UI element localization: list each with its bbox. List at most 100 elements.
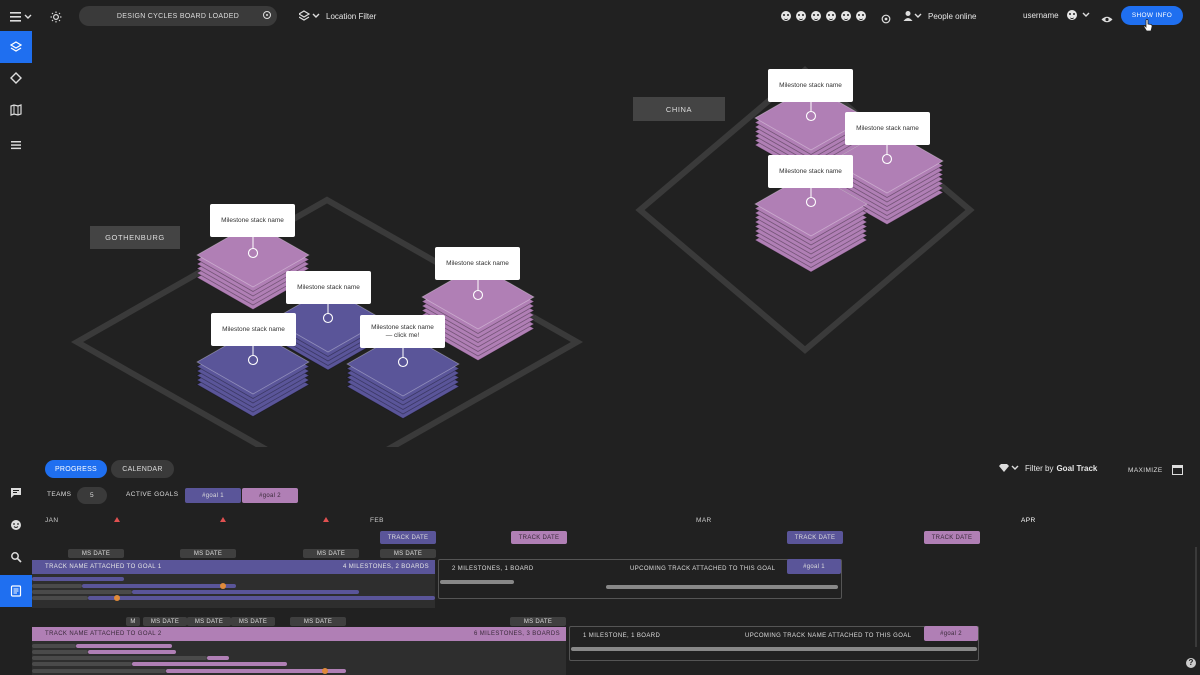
progress-bar[interactable] <box>32 669 166 673</box>
maximize-button[interactable]: MAXIMIZE <box>1128 465 1183 475</box>
menu-button[interactable] <box>10 10 34 22</box>
ms-date-tag[interactable]: MS DATE <box>380 549 436 558</box>
progress-bar[interactable] <box>32 662 132 666</box>
tab-progress[interactable]: PROGRESS <box>45 460 107 478</box>
progress-bar[interactable] <box>88 596 435 600</box>
stack-anchor-circle[interactable] <box>805 110 817 122</box>
scrollbar[interactable] <box>1195 547 1197 647</box>
ms-date-tag[interactable]: MS DATE <box>68 549 124 558</box>
rail-chat-button[interactable] <box>0 477 32 509</box>
goal-track-filter[interactable]: Filter by Goal Track <box>998 463 1097 473</box>
track-date-tag[interactable]: TRACK DATE <box>380 531 436 544</box>
warning-icon[interactable] <box>114 517 120 522</box>
rail-layers-button[interactable] <box>0 31 32 63</box>
stack-anchor-circle[interactable] <box>472 289 484 301</box>
milestone-stack-label[interactable]: Milestone stack name <box>768 155 853 188</box>
user-menu[interactable]: username <box>1023 10 1090 20</box>
milestone-stack-label[interactable]: Milestone stack name <box>768 69 853 102</box>
help-icon[interactable]: ? <box>1186 658 1196 668</box>
people-online-button[interactable]: People online <box>903 10 976 22</box>
progress-bar[interactable] <box>32 656 207 660</box>
track-date-tag[interactable]: TRACK DATE <box>924 531 980 544</box>
milestone-stack-label[interactable]: Milestone stack name <box>435 247 520 280</box>
warning-icon[interactable] <box>220 517 226 522</box>
upcoming-bar[interactable] <box>571 647 977 651</box>
progress-bar[interactable] <box>32 590 132 594</box>
rail-search-button[interactable] <box>0 541 32 573</box>
show-info-button[interactable]: SHOW INFO <box>1121 6 1183 25</box>
track-date-tag[interactable]: TRACK DATE <box>511 531 567 544</box>
goal-tag-1[interactable]: #goal 1 <box>787 559 841 574</box>
ms-date-tag[interactable]: MS DATE <box>231 617 275 626</box>
progress-bar[interactable] <box>166 669 346 673</box>
track-date-tag[interactable]: TRACK DATE <box>787 531 843 544</box>
stack-anchor-circle[interactable] <box>247 354 259 366</box>
ms-date-tag[interactable]: MS DATE <box>290 617 346 626</box>
brightness-icon[interactable] <box>50 10 62 28</box>
milestone-dot[interactable] <box>114 595 120 601</box>
milestone-stack-label[interactable]: Milestone stack name <box>211 313 296 346</box>
teams-count-badge[interactable]: 5 <box>77 487 107 504</box>
stack-anchor-circle[interactable] <box>805 196 817 208</box>
user-face-icon[interactable] <box>856 11 866 21</box>
milestone-dot[interactable] <box>322 668 328 674</box>
rail-face-button[interactable] <box>0 509 32 541</box>
user-face-icon[interactable] <box>811 11 821 21</box>
upcoming-track-goal-2[interactable]: 1 MILESTONE, 1 BOARD UPCOMING TRACK NAME… <box>569 626 979 661</box>
stack-anchor-circle[interactable] <box>397 356 409 368</box>
ms-date-tag[interactable]: MS DATE <box>187 617 231 626</box>
rail-document-button[interactable] <box>0 575 32 607</box>
progress-bar[interactable] <box>32 596 88 600</box>
warning-icon[interactable] <box>323 517 329 522</box>
track-row-goal-1[interactable]: TRACK NAME ATTACHED TO GOAL 1 4 MILESTON… <box>32 560 435 574</box>
upcoming-track-goal-1[interactable]: 2 MILESTONES, 1 BOARD UPCOMING TRACK ATT… <box>438 559 842 599</box>
city-label-china[interactable]: CHINA <box>633 97 725 121</box>
ms-date-tag[interactable]: MS DATE <box>180 549 236 558</box>
progress-bar[interactable] <box>132 590 359 594</box>
stack-anchor-circle[interactable] <box>881 153 893 165</box>
location-filter-button[interactable]: Location Filter <box>299 10 376 22</box>
milestone-stack[interactable] <box>196 329 310 417</box>
goal-chip-1[interactable]: #goal 1 <box>185 488 241 503</box>
progress-bar[interactable] <box>76 644 172 648</box>
progress-bar[interactable] <box>82 584 236 588</box>
stack-anchor-circle[interactable] <box>322 312 334 324</box>
ms-date-tag[interactable]: MS DATE <box>510 617 566 626</box>
user-face-icon[interactable] <box>796 11 806 21</box>
close-status-icon[interactable] <box>263 11 271 19</box>
target-icon[interactable] <box>881 11 891 29</box>
milestone-stack[interactable] <box>271 287 385 371</box>
progress-bar[interactable] <box>207 656 229 660</box>
progress-bar[interactable] <box>32 577 124 581</box>
user-face-icon[interactable] <box>841 11 851 21</box>
milestone-stack[interactable] <box>196 222 310 310</box>
goal-tag-2[interactable]: #goal 2 <box>924 626 978 641</box>
user-face-icon[interactable] <box>781 11 791 21</box>
milestone-map[interactable]: GOTHENBURG CHINA Milestone stack name Mi… <box>32 32 1200 447</box>
track-row-goal-2[interactable]: TRACK NAME ATTACHED TO GOAL 2 6 MILESTON… <box>32 627 566 641</box>
milestone-stack[interactable] <box>346 331 460 419</box>
progress-bar[interactable] <box>32 584 82 588</box>
eye-icon[interactable] <box>1101 11 1113 29</box>
milestone-stack[interactable] <box>421 264 535 361</box>
progress-bar[interactable] <box>32 644 76 648</box>
milestone-stack[interactable] <box>754 171 868 273</box>
progress-bar[interactable] <box>32 650 88 654</box>
ms-date-tag[interactable]: M <box>126 617 140 626</box>
milestone-stack-label[interactable]: Milestone stack name <box>845 112 930 145</box>
upcoming-bar[interactable] <box>440 580 514 584</box>
city-label-gothenburg[interactable]: GOTHENBURG <box>90 226 180 249</box>
progress-bar[interactable] <box>132 662 287 666</box>
progress-bar[interactable] <box>88 650 176 654</box>
milestone-stack-label[interactable]: Milestone stack name <box>286 271 371 304</box>
rail-map-button[interactable] <box>0 94 32 126</box>
milestone-stack-label[interactable]: Milestone stack name <box>210 204 295 237</box>
milestone-stack-label[interactable]: Milestone stack name — click me! <box>360 315 445 348</box>
ms-date-tag[interactable]: MS DATE <box>303 549 359 558</box>
tab-calendar[interactable]: CALENDAR <box>111 460 174 478</box>
user-face-icon[interactable] <box>826 11 836 21</box>
ms-date-tag[interactable]: MS DATE <box>143 617 187 626</box>
rail-list-button[interactable] <box>0 129 32 161</box>
goal-chip-2[interactable]: #goal 2 <box>242 488 298 503</box>
milestone-dot[interactable] <box>220 583 226 589</box>
